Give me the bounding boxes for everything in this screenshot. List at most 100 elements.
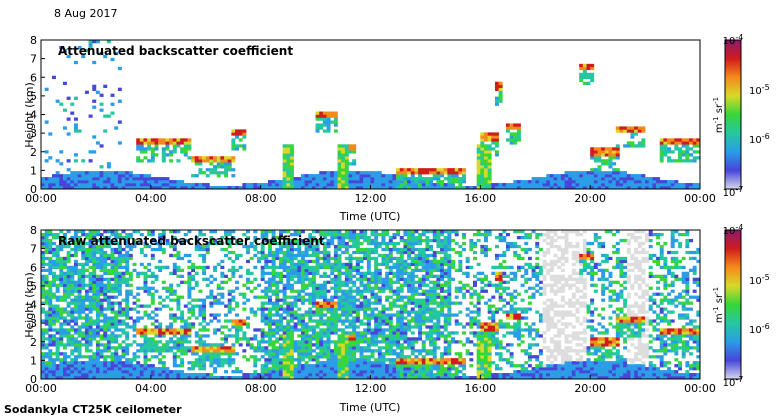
heatmap-cell xyxy=(396,352,401,356)
heatmap-cell xyxy=(476,156,481,160)
heatmap-cell xyxy=(271,186,276,190)
heatmap-cell xyxy=(403,334,408,338)
heatmap-cell xyxy=(231,159,236,163)
heatmap-cell xyxy=(235,337,239,341)
heatmap-cell xyxy=(88,310,93,314)
heatmap-cell xyxy=(191,352,196,356)
heatmap-cell xyxy=(315,289,320,293)
heatmap-cell xyxy=(165,376,170,380)
heatmap-cell xyxy=(172,180,177,184)
heatmap-cell xyxy=(476,168,481,172)
heatmap-cell xyxy=(150,343,155,347)
heatmap-cell xyxy=(231,322,236,326)
heatmap-cell xyxy=(99,334,104,338)
heatmap-cell xyxy=(692,156,697,160)
heatmap-cell xyxy=(117,334,122,338)
heatmap-cell xyxy=(560,177,565,181)
heatmap-cell xyxy=(637,129,642,133)
heatmap-cell xyxy=(590,183,595,187)
heatmap-cell xyxy=(66,180,71,184)
heatmap-cell xyxy=(48,364,53,368)
heatmap-cell xyxy=(180,373,185,377)
heatmap-cell xyxy=(359,180,364,184)
heatmap-cell xyxy=(330,307,335,311)
heatmap-cell xyxy=(41,283,45,287)
heatmap-cell xyxy=(260,274,265,278)
heatmap-cell xyxy=(224,304,229,308)
heatmap-cell xyxy=(88,283,93,287)
heatmap-cell xyxy=(264,232,269,237)
heatmap-cell xyxy=(110,331,115,335)
heatmap-cell xyxy=(429,183,434,187)
heatmap-cell xyxy=(147,183,152,187)
heatmap-cell xyxy=(355,331,360,335)
heatmap-cell xyxy=(315,241,320,246)
heatmap-cell xyxy=(516,186,521,190)
heatmap-cell xyxy=(176,376,181,380)
heatmap-cell xyxy=(414,289,419,293)
heatmap-cell xyxy=(612,186,617,190)
heatmap-cell xyxy=(355,235,360,240)
heatmap-cell xyxy=(319,376,324,380)
heatmap-cell xyxy=(282,286,287,290)
heatmap-cell xyxy=(154,141,159,145)
heatmap-cell xyxy=(330,370,335,374)
heatmap-cell xyxy=(147,340,152,344)
heatmap-cell xyxy=(377,298,382,302)
heatmap-cell xyxy=(271,319,276,323)
heatmap-cell xyxy=(194,334,199,338)
heatmap-cell xyxy=(487,165,492,169)
heatmap-cell xyxy=(121,307,126,311)
heatmap-cell xyxy=(421,280,426,284)
heatmap-cell xyxy=(128,289,133,293)
heatmap-cell xyxy=(114,262,119,267)
heatmap-cell xyxy=(322,230,327,234)
heatmap-cell xyxy=(363,253,368,258)
heatmap-cell xyxy=(388,177,393,181)
heatmap-cell xyxy=(615,129,620,133)
heatmap-cell xyxy=(106,376,111,380)
heatmap-cell xyxy=(399,274,404,278)
heatmap-cell xyxy=(264,376,269,380)
heatmap-cell xyxy=(308,298,313,302)
heatmap-cell xyxy=(286,153,291,157)
heatmap-cell xyxy=(293,247,298,252)
heatmap-cell xyxy=(117,141,122,145)
heatmap-cell xyxy=(319,373,324,377)
heatmap-cell xyxy=(399,376,404,380)
heatmap-cell xyxy=(601,147,606,151)
heatmap-cell xyxy=(377,277,382,281)
heatmap-cell xyxy=(70,325,75,329)
heatmap-cell xyxy=(377,241,382,246)
heatmap-cell xyxy=(128,367,133,371)
heatmap-cell xyxy=(235,280,239,284)
heatmap-cell xyxy=(278,289,283,293)
heatmap-cell xyxy=(363,370,368,374)
heatmap-cell xyxy=(297,271,302,275)
heatmap-cell xyxy=(51,274,56,278)
heatmap-cell xyxy=(608,180,613,184)
heatmap-cell xyxy=(121,322,126,326)
heatmap-cell xyxy=(125,238,130,243)
heatmap-cell xyxy=(659,156,664,160)
heatmap-cell xyxy=(538,180,543,184)
heatmap-cell xyxy=(289,283,294,287)
heatmap-cell xyxy=(110,186,115,190)
heatmap-cell xyxy=(48,310,53,314)
heatmap-cell xyxy=(377,358,382,362)
heatmap-cell xyxy=(70,313,75,317)
heatmap-cell xyxy=(341,186,346,190)
heatmap-cell xyxy=(436,168,441,172)
heatmap-cell xyxy=(99,171,104,175)
heatmap-cell xyxy=(198,337,203,341)
heatmap-cell xyxy=(169,289,174,293)
heatmap-cell xyxy=(150,256,155,261)
heatmap-cell xyxy=(326,120,331,124)
heatmap-cell xyxy=(48,307,53,311)
heatmap-cell xyxy=(66,117,71,121)
heatmap-cell xyxy=(363,171,368,175)
heatmap-cell xyxy=(513,132,518,136)
heatmap-cell xyxy=(293,349,298,353)
heatmap-cell xyxy=(348,277,353,281)
heatmap-cell xyxy=(370,352,375,356)
